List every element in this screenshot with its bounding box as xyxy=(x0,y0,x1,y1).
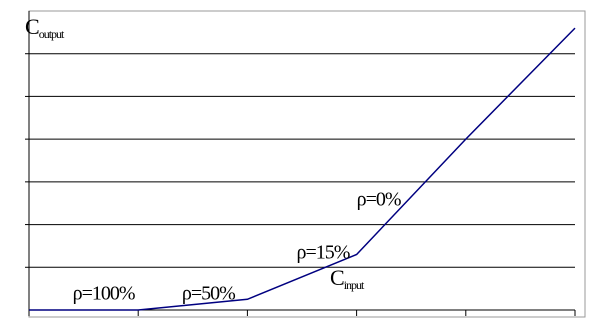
plot-frame xyxy=(28,10,586,318)
annotation: ρ=0% xyxy=(357,188,401,210)
y-axis-label: Coutput xyxy=(25,14,65,41)
annotation: ρ=50% xyxy=(182,282,235,304)
labels: Coutput Cinput ρ=100% ρ=50% ρ=15% ρ=0% xyxy=(25,14,402,304)
annotation: ρ=100% xyxy=(73,282,135,304)
series-line xyxy=(29,27,576,311)
series xyxy=(29,27,576,311)
gridlines xyxy=(29,53,575,268)
annotation: ρ=15% xyxy=(297,242,350,264)
x-axis-label: Cinput xyxy=(330,265,365,292)
